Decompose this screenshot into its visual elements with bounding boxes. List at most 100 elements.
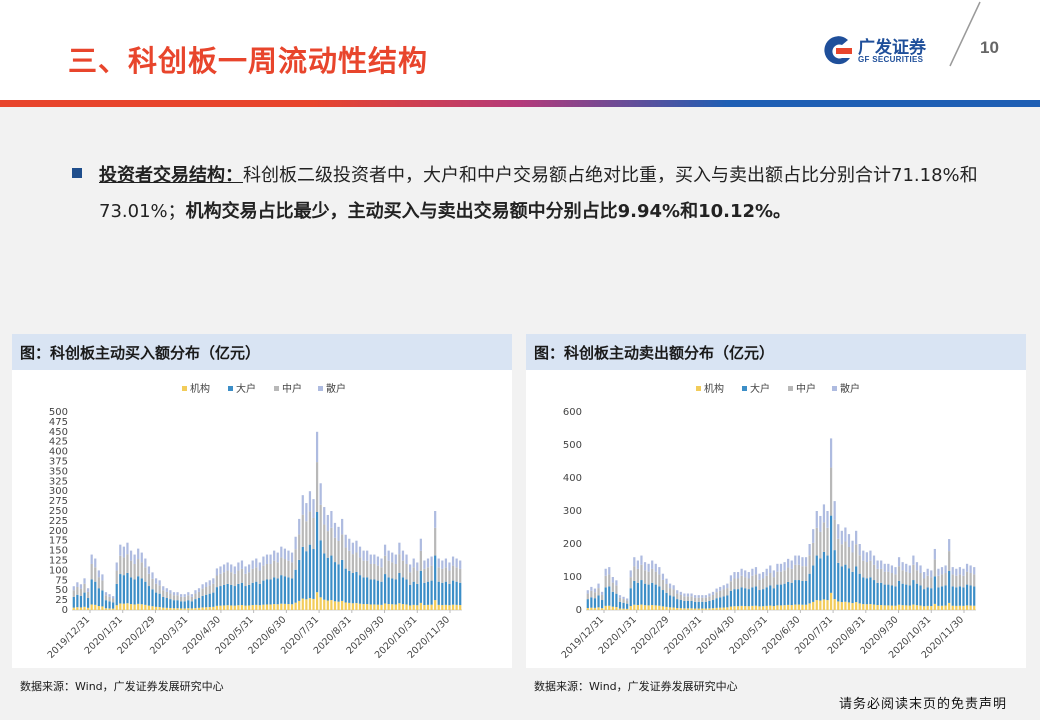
- bar-segment: [740, 587, 743, 606]
- bar-segment: [862, 560, 865, 578]
- bar-segment: [944, 573, 947, 586]
- bar-segment: [437, 567, 440, 582]
- bar-segment: [804, 580, 808, 605]
- bar-segment: [394, 563, 397, 580]
- bar-segment: [740, 575, 743, 588]
- bar-segment: [862, 604, 865, 610]
- bar-segment: [158, 580, 161, 586]
- bar-segment: [83, 606, 86, 610]
- bar-segment: [144, 567, 147, 582]
- bar-segment: [315, 592, 319, 610]
- bar-segment: [258, 570, 261, 584]
- bar-segment: [133, 563, 136, 580]
- bar-segment: [162, 586, 165, 591]
- bar-segment: [797, 564, 800, 581]
- bar-segment: [76, 607, 79, 610]
- bar-segment: [794, 555, 797, 565]
- bar-segment: [323, 599, 326, 610]
- bar-segment: [97, 606, 100, 610]
- bar-segment: [434, 600, 437, 610]
- bar-segment: [430, 565, 433, 581]
- bar-segment: [744, 606, 747, 610]
- bar-segment: [294, 536, 297, 550]
- bar-segment: [451, 556, 455, 566]
- bar-segment: [169, 599, 172, 609]
- bar-segment: [298, 600, 301, 610]
- bar-segment: [711, 608, 715, 610]
- bar-segment: [147, 573, 151, 587]
- bar-segment: [629, 606, 632, 610]
- bar-segment: [86, 598, 90, 608]
- bar-segment: [183, 608, 186, 610]
- bar-segment: [205, 594, 208, 608]
- bar-segment: [237, 605, 240, 610]
- bar-segment: [865, 578, 868, 605]
- bar-segment: [79, 595, 83, 608]
- bar-segment: [129, 577, 133, 605]
- bar-segment: [79, 607, 83, 610]
- bar-segment: [362, 560, 365, 578]
- bar-segment: [151, 589, 154, 607]
- bar-segment: [965, 571, 969, 585]
- bar-segment: [419, 550, 422, 571]
- bar-segment: [423, 605, 426, 610]
- bar-segment: [801, 580, 804, 605]
- bar-segment: [672, 585, 675, 590]
- bar-segment: [448, 562, 451, 571]
- bar-segment: [679, 594, 682, 601]
- bar-segment: [115, 570, 118, 584]
- bar-segment: [162, 607, 165, 610]
- bar-segment: [919, 585, 922, 606]
- bar-segment: [747, 578, 750, 590]
- bar-segment: [758, 579, 761, 591]
- bar-segment: [108, 594, 111, 597]
- bar-segment: [590, 607, 593, 610]
- bar-segment: [298, 559, 301, 601]
- bar-segment: [679, 591, 682, 595]
- bar-segment: [312, 598, 315, 610]
- bar-segment: [333, 562, 337, 602]
- legend-label: 散户: [326, 382, 346, 395]
- bar-segment: [661, 573, 665, 580]
- bar-segment: [776, 584, 779, 606]
- bar-segment: [951, 586, 954, 606]
- bar-segment: [265, 563, 269, 580]
- bar-segment: [965, 563, 969, 572]
- bar-segment: [409, 564, 412, 573]
- bar-segment: [829, 515, 833, 593]
- bar-segment: [147, 605, 151, 610]
- bar-segment: [944, 605, 947, 610]
- bar-segment: [248, 584, 251, 606]
- bar-segment: [683, 596, 686, 601]
- bar-segment: [387, 560, 390, 578]
- bar-segment: [647, 571, 650, 585]
- bar-segment: [126, 542, 129, 555]
- bar-segment: [683, 608, 686, 610]
- bar-segment: [908, 573, 911, 586]
- bar-segment: [183, 601, 186, 609]
- bar-segment: [283, 603, 286, 610]
- bar-segment: [626, 600, 629, 604]
- bar-segment: [244, 605, 247, 610]
- bar-segment: [851, 552, 854, 572]
- bar-segment: [230, 572, 233, 585]
- bar-segment: [308, 544, 312, 599]
- bar-segment: [597, 595, 600, 608]
- bar-segment: [948, 551, 951, 571]
- bar-segment: [643, 605, 647, 610]
- bar-segment: [665, 583, 668, 593]
- bar-segment: [444, 558, 448, 568]
- bar-segment: [858, 544, 861, 556]
- bar-segment: [426, 558, 430, 568]
- bar-segment: [355, 603, 358, 610]
- bar-segment: [665, 606, 668, 610]
- bar-segment: [444, 567, 448, 582]
- bar-segment: [344, 568, 347, 603]
- bar-segment: [890, 573, 894, 586]
- bar-segment: [366, 550, 369, 561]
- bar-segment: [273, 604, 276, 610]
- bar-segment: [779, 584, 783, 606]
- bar-segment: [298, 518, 301, 535]
- bar-segment: [833, 519, 836, 551]
- bar-segment: [668, 595, 672, 608]
